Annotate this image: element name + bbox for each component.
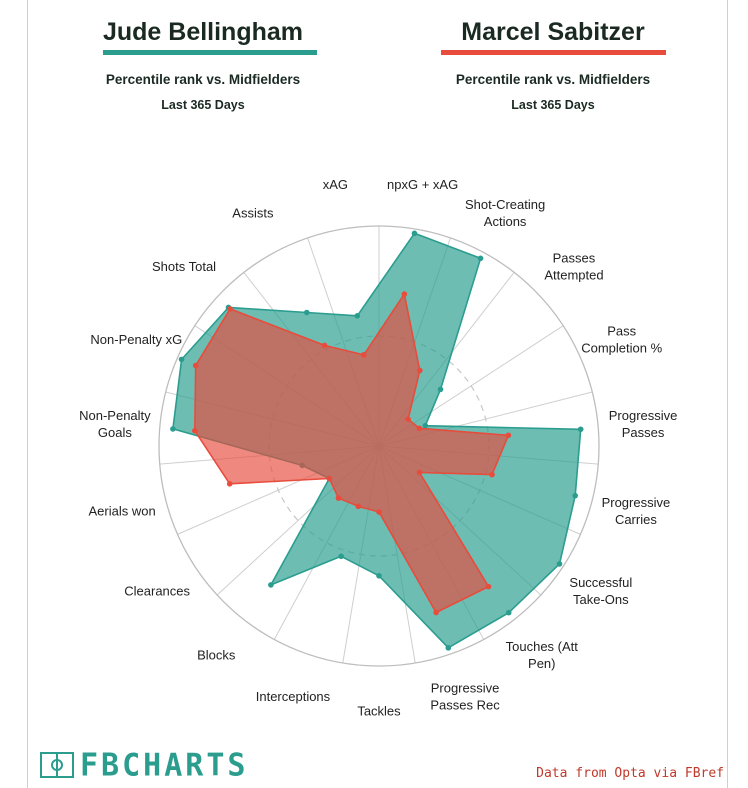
data-point-2-10 — [376, 509, 382, 515]
axis-label-7: Successful Take-Ons — [569, 575, 632, 607]
data-point-1-15 — [170, 426, 176, 432]
player-subtitle-2: Percentile rank vs. Midfielders — [455, 72, 651, 87]
player-underline-1 — [103, 50, 317, 55]
axis-label-1: npxG + xAG — [387, 177, 458, 192]
data-point-1-1 — [411, 230, 418, 237]
axis-label-6: Progressive Carries — [602, 495, 671, 527]
axis-label-4: Pass Completion % — [581, 324, 662, 356]
data-point-1-12 — [268, 582, 274, 588]
axis-label-18: Assists — [232, 205, 274, 220]
data-point-2-8 — [485, 583, 492, 590]
axis-label-19: xAG — [323, 177, 348, 192]
data-point-2-15 — [192, 427, 198, 434]
data-point-2-7 — [416, 469, 423, 476]
player-subtitle-1: Percentile rank vs. Midfielders — [105, 72, 301, 87]
data-point-1-19 — [354, 313, 361, 319]
player-name-1: Jude Bellingham — [102, 18, 304, 46]
source-note: Data from Opta via FBref — [536, 766, 724, 781]
data-point-1-11 — [338, 553, 344, 560]
axis-label-3: Passes Attempted — [544, 251, 603, 283]
data-point-2-1 — [401, 291, 408, 297]
data-point-2-2 — [417, 367, 423, 374]
data-point-1-9 — [445, 645, 452, 651]
axis-label-12: Blocks — [197, 648, 236, 663]
player-period-1: Last 365 Days — [161, 98, 245, 112]
data-point-1-8 — [505, 609, 512, 616]
player-name-2: Marcel Sabitzer — [461, 18, 645, 46]
data-point-2-6 — [489, 471, 495, 478]
data-point-1-7 — [556, 561, 563, 567]
grid-ring-outer — [158, 225, 600, 667]
data-point-2-9 — [433, 609, 439, 616]
data-point-1-18 — [303, 309, 310, 316]
data-point-1-6 — [572, 492, 579, 499]
player-period-2: Last 365 Days — [511, 98, 595, 112]
radar-axis-labels: npxG + xAG Shot-Creating Actions Passes Atte… — [79, 177, 677, 718]
axis-label-11: Interceptions — [256, 689, 331, 704]
radar-series — [170, 230, 584, 651]
left-border — [27, 0, 28, 788]
data-point-2-3 — [405, 416, 411, 422]
player-underline-2 — [441, 50, 666, 55]
data-point-1-16 — [178, 356, 185, 363]
fbcharts-logo: FBCHARTS — [40, 746, 249, 784]
data-point-2-12 — [335, 495, 342, 501]
data-point-1-2 — [477, 255, 484, 262]
data-point-2-17 — [227, 306, 233, 312]
data-point-1-3 — [437, 386, 444, 393]
data-point-1-5 — [577, 426, 584, 433]
axis-label-9: Progressive Passes Rec — [430, 681, 500, 713]
data-point-2-18 — [321, 342, 328, 349]
data-point-1-4 — [422, 422, 429, 429]
axis-label-14: Aerials won — [89, 504, 156, 519]
data-point-1-10 — [376, 573, 382, 579]
axis-label-13: Clearances — [124, 583, 190, 598]
pitch-icon — [40, 752, 74, 778]
axis-label-17: Shots Total — [152, 259, 216, 274]
axis-label-16: Non-Penalty xG — [90, 332, 182, 347]
data-point-2-4 — [416, 425, 423, 432]
axis-label-5: Progressive Passes — [609, 408, 678, 440]
axis-label-15: Non-Penalty Goals — [79, 408, 151, 440]
series-area-2 — [194, 293, 510, 614]
data-point-2-19 — [360, 352, 367, 358]
data-point-2-16 — [192, 362, 199, 369]
right-border — [727, 0, 728, 788]
axis-label-10: Tackles — [357, 704, 401, 719]
data-point-2-5 — [505, 432, 512, 439]
axis-label-2: Shot-Creating Actions — [465, 197, 545, 229]
data-point-2-14 — [226, 481, 233, 487]
data-point-2-11 — [355, 503, 362, 510]
logo-text: FBCHARTS — [80, 746, 249, 784]
axis-label-8: Touches (Att Pen) — [506, 639, 579, 671]
data-point-2-13 — [326, 475, 333, 482]
